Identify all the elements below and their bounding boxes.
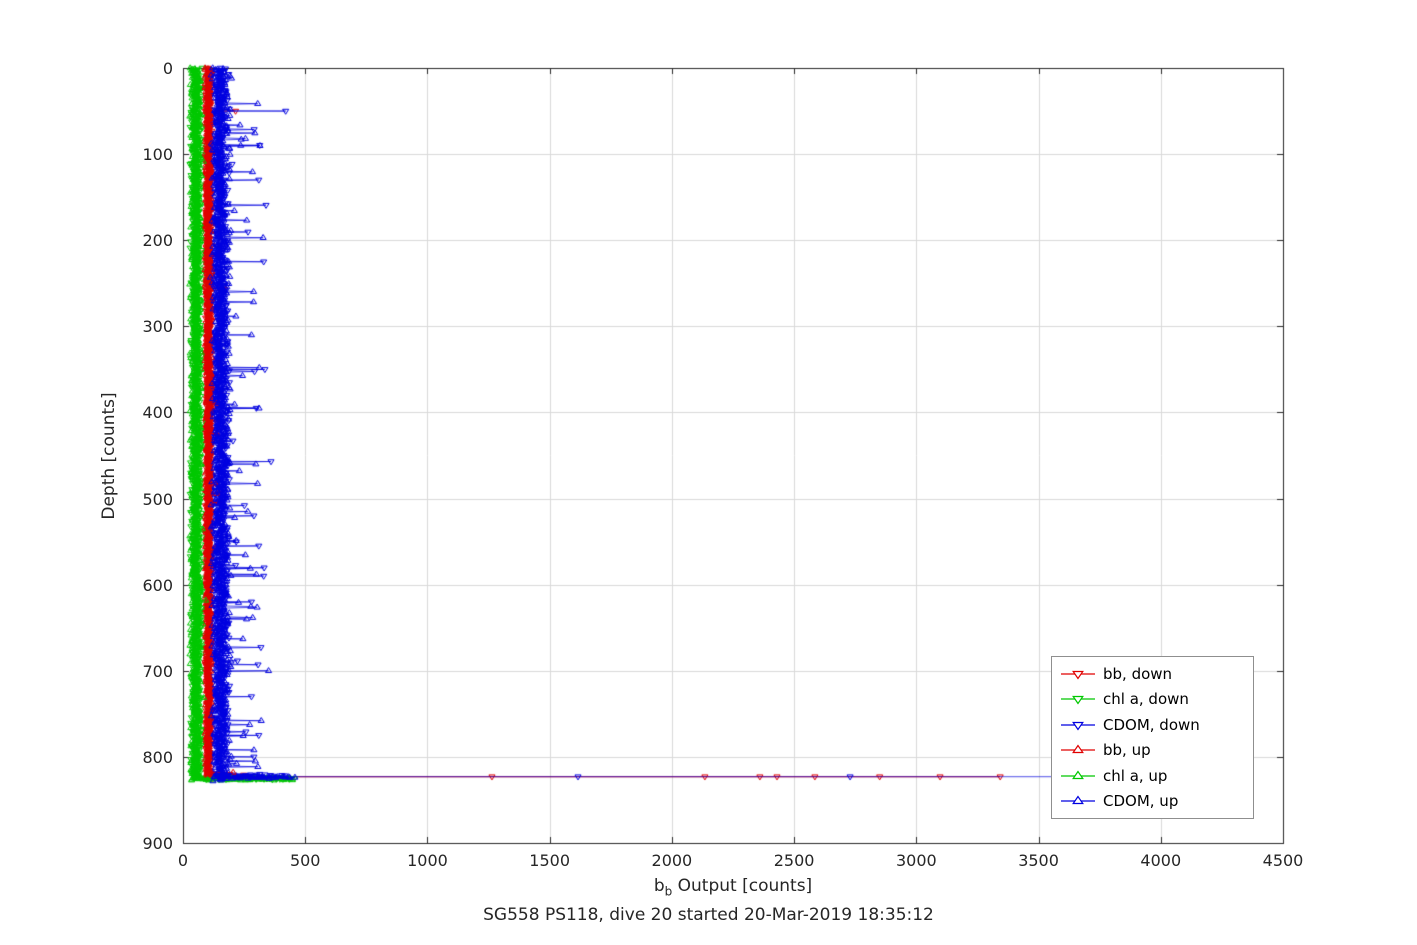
x-tick-label: 1500 — [529, 851, 571, 870]
legend-item: chl a, up — [1052, 764, 1253, 788]
y-tick-label: 900 — [142, 834, 173, 853]
figure-title: SG558 PS118, dive 20 started 20-Mar-2019… — [483, 905, 934, 925]
y-tick-label: 0 — [162, 59, 173, 78]
legend-item: CDOM, up — [1052, 789, 1253, 813]
x-tick-label: 4500 — [1262, 851, 1304, 870]
x-tick-label: 500 — [289, 851, 321, 870]
x-axis-label-subscript: b — [664, 884, 673, 899]
x-tick-label: 3500 — [1018, 851, 1059, 870]
x-tick-label: 2000 — [651, 851, 693, 870]
legend-item-label: chl a, up — [1103, 766, 1168, 785]
legend-triangle-down-icon — [1061, 696, 1095, 705]
legend-item: chl a, down — [1052, 687, 1253, 711]
x-axis-label-main: b — [653, 876, 665, 896]
legend-triangle-down-icon — [1061, 670, 1095, 680]
y-tick-label: 100 — [142, 145, 173, 165]
legend-triangle-down-icon — [1061, 721, 1095, 731]
y-tick-label: 200 — [142, 231, 173, 251]
legend-item: bb, up — [1052, 738, 1253, 762]
legend-item: CDOM, down — [1052, 713, 1253, 737]
y-tick-label: 400 — [142, 403, 173, 423]
x-tick-label: 0 — [177, 851, 189, 870]
legend-item-label: chl a, down — [1103, 690, 1189, 709]
legend-item-label: CDOM, up — [1103, 792, 1179, 811]
y-tick-label: 300 — [142, 317, 173, 337]
legend: bb, down chl a, down CDOM, down bb, up chl a… — [1051, 656, 1254, 819]
x-axis-label: bb Output [counts] — [433, 876, 1033, 898]
legend-item: bb, down — [1052, 662, 1253, 686]
legend-item-label: bb, down — [1103, 664, 1173, 683]
y-tick-label: 600 — [142, 575, 173, 595]
x-tick-label: 1000 — [407, 851, 448, 870]
y-tick-label: 500 — [142, 489, 173, 509]
legend-triangle-up-icon — [1061, 770, 1095, 779]
y-axis-label: Depth [counts] — [99, 392, 119, 520]
x-tick-label: 3000 — [895, 851, 937, 870]
y-tick-label: 700 — [142, 661, 173, 681]
x-tick-label: 2500 — [773, 851, 815, 870]
legend-triangle-up-icon — [1061, 795, 1095, 805]
y-tick-label: 800 — [142, 747, 173, 767]
legend-item-label: bb, up — [1103, 741, 1151, 760]
x-axis-label-rest: Output [counts] — [672, 876, 813, 896]
x-tick-label: 4000 — [1140, 851, 1182, 870]
legend-triangle-up-icon — [1061, 744, 1095, 754]
legend-item-label: CDOM, down — [1103, 715, 1200, 734]
